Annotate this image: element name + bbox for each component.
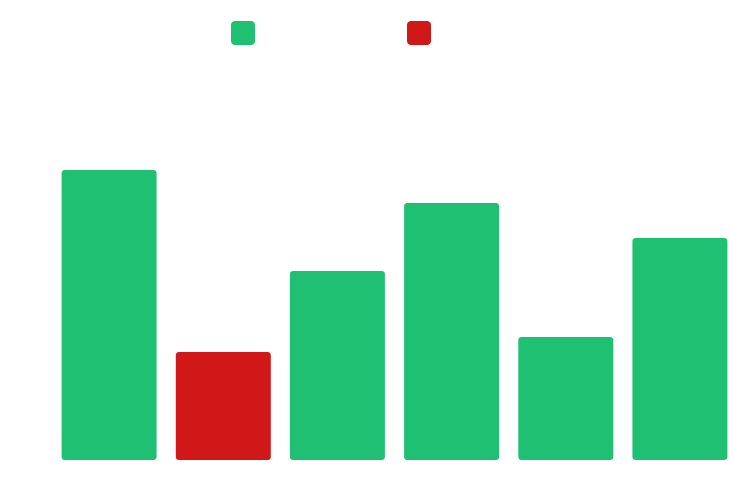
- bar-4: [404, 203, 500, 460]
- bar-6: [632, 238, 728, 460]
- bar-1: [61, 170, 157, 460]
- legend: [231, 21, 431, 45]
- bar-3: [289, 271, 385, 460]
- bar-2: [175, 352, 271, 460]
- legend-swatch-2[interactable]: [407, 21, 431, 45]
- legend-swatch-1[interactable]: [231, 21, 255, 45]
- bar-5: [518, 337, 614, 460]
- bars: [61, 170, 728, 460]
